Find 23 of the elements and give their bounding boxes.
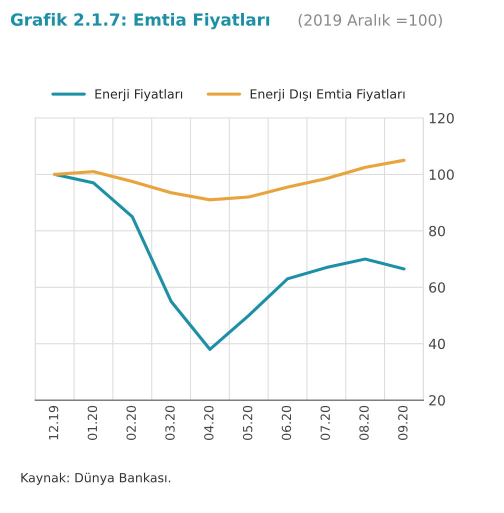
x-tick-label: 01.20 — [88, 406, 98, 440]
x-tick-label: 07.20 — [320, 406, 330, 440]
x-tick-label: 04.20 — [204, 406, 214, 440]
y-tick-label: 20 — [429, 395, 445, 406]
line-series — [53, 172, 406, 351]
x-tick-label: 06.20 — [282, 406, 292, 440]
x-tick-label: 03.20 — [165, 406, 175, 440]
legend-label: Enerji Dışı Emtia Fiyatları — [250, 89, 404, 102]
x-tick-label: 09.20 — [398, 406, 408, 440]
chart-title: Grafik 2.1.7: Emtia Fiyatları — [10, 12, 270, 30]
y-tick-label: 40 — [428, 338, 445, 350]
y-tick-label: 60 — [429, 282, 445, 293]
text: Kaynak: Dünya Bankası. — [21, 472, 170, 485]
x-tick-label: 12.19 — [48, 406, 58, 440]
y-tick-label: 80 — [429, 226, 445, 236]
y-tick-label: 100 — [430, 169, 454, 180]
line-series — [53, 158, 406, 202]
x-tick-label: 08.20 — [359, 406, 369, 440]
y-tick-label: 120 — [430, 112, 454, 124]
x-tick-label: 05.20 — [242, 406, 252, 440]
legend-label: Enerji Fiyatları — [95, 89, 182, 102]
chart-subtitle: (2019 Aralık =100) — [298, 14, 442, 28]
x-tick-label: 02.20 — [126, 406, 136, 440]
